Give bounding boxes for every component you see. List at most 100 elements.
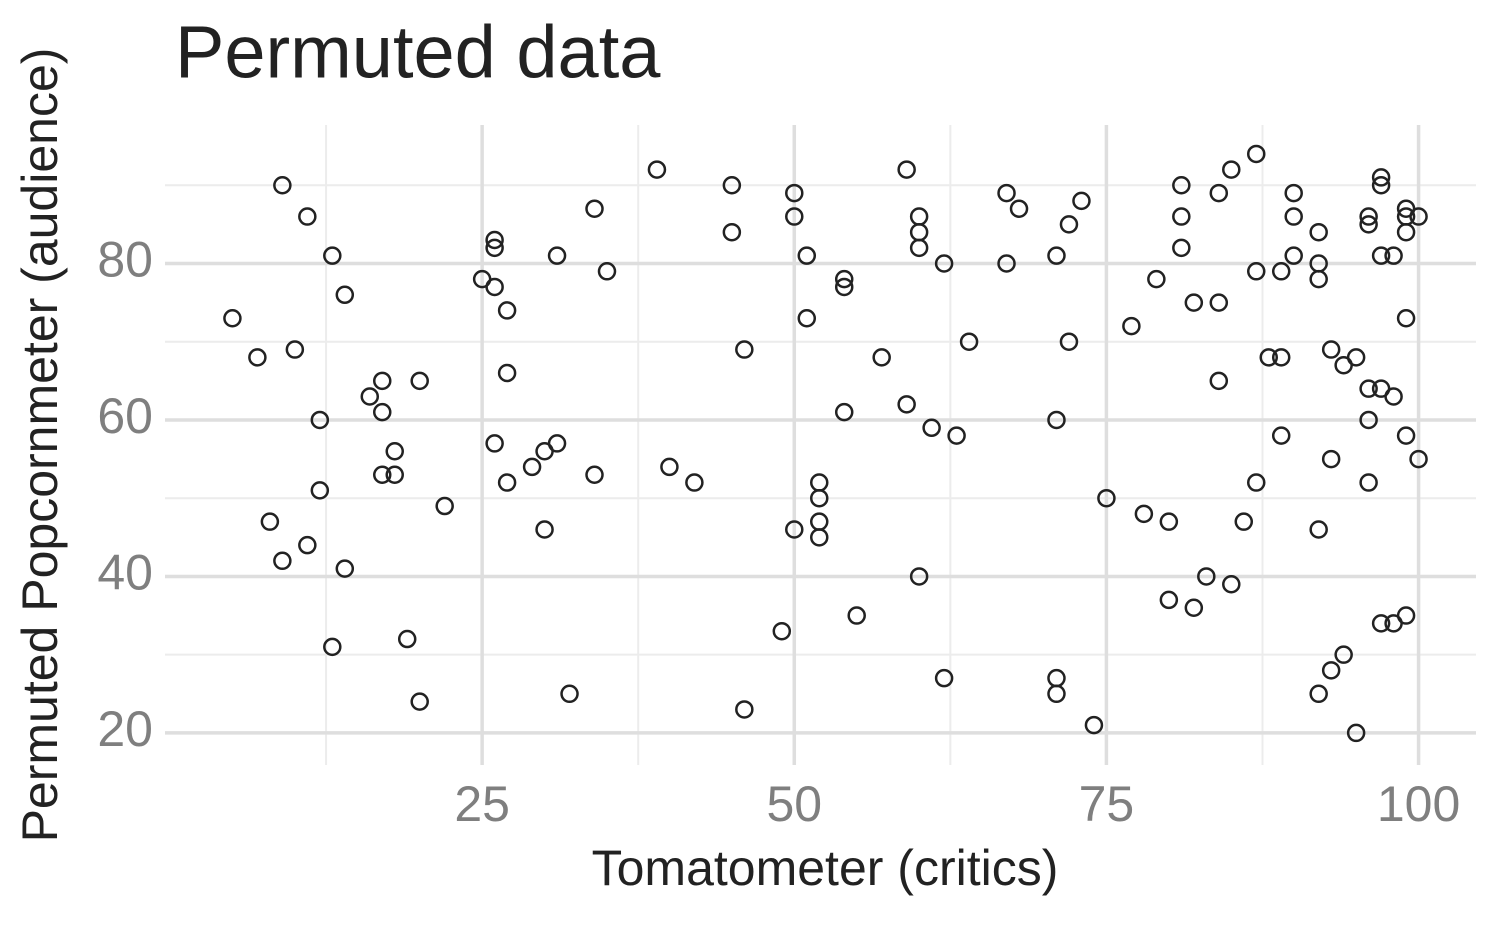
point xyxy=(1259,348,1278,367)
point xyxy=(785,520,804,539)
point xyxy=(497,473,517,492)
y-tick-label: 40 xyxy=(97,545,153,601)
point xyxy=(1409,207,1428,226)
point xyxy=(785,207,804,226)
point xyxy=(1197,567,1216,586)
point xyxy=(1047,410,1066,430)
point xyxy=(248,348,267,367)
point xyxy=(1284,207,1303,226)
point xyxy=(1359,215,1378,234)
point xyxy=(1309,684,1328,704)
point xyxy=(1122,316,1141,336)
point xyxy=(1271,262,1291,281)
point xyxy=(273,175,292,195)
point xyxy=(497,301,517,320)
point xyxy=(522,457,542,477)
point xyxy=(1072,191,1091,211)
point xyxy=(547,246,567,265)
point xyxy=(909,567,929,586)
point xyxy=(834,269,854,289)
point xyxy=(385,465,404,484)
point xyxy=(772,621,792,641)
point xyxy=(997,254,1016,273)
point xyxy=(922,418,941,438)
point xyxy=(1309,520,1328,539)
point xyxy=(1172,207,1191,226)
point xyxy=(410,371,429,391)
point xyxy=(810,512,829,531)
point xyxy=(310,481,330,500)
point xyxy=(535,520,554,539)
point xyxy=(909,238,929,258)
point xyxy=(1346,348,1366,367)
point xyxy=(1371,246,1391,265)
point xyxy=(1371,168,1391,187)
point xyxy=(273,551,292,571)
point xyxy=(1271,426,1291,445)
point xyxy=(485,238,504,258)
point xyxy=(497,363,517,383)
point xyxy=(722,175,742,195)
point xyxy=(1047,246,1066,265)
point xyxy=(1359,379,1378,398)
point xyxy=(1084,715,1104,735)
point xyxy=(1271,348,1291,367)
point xyxy=(410,692,429,711)
point xyxy=(485,277,504,297)
point xyxy=(722,222,742,242)
y-tick-label: 60 xyxy=(97,388,153,444)
grid xyxy=(165,125,1476,765)
point xyxy=(373,402,392,422)
point xyxy=(1384,246,1403,265)
point xyxy=(797,309,817,328)
point xyxy=(1247,144,1266,164)
point xyxy=(1172,175,1191,195)
point xyxy=(1321,449,1341,469)
point xyxy=(1384,387,1403,406)
chart-title: Permuted data xyxy=(175,11,661,94)
point xyxy=(597,262,617,281)
point xyxy=(310,410,330,430)
point xyxy=(285,340,305,359)
point xyxy=(1047,684,1066,704)
x-tick-label: 50 xyxy=(766,776,822,832)
point xyxy=(934,254,954,273)
point xyxy=(1209,183,1229,203)
point xyxy=(1321,661,1341,680)
point xyxy=(934,668,954,688)
point xyxy=(997,183,1016,203)
point xyxy=(1309,269,1328,289)
point xyxy=(872,348,891,367)
point xyxy=(1396,606,1416,625)
point xyxy=(323,637,342,657)
point xyxy=(1047,668,1066,688)
point xyxy=(298,207,317,226)
point xyxy=(1334,645,1353,664)
point xyxy=(1147,269,1166,289)
point xyxy=(485,434,504,453)
point xyxy=(1222,575,1241,594)
point xyxy=(335,559,355,578)
point xyxy=(1209,371,1229,391)
point xyxy=(685,473,704,492)
point xyxy=(1396,309,1416,328)
point xyxy=(1371,614,1391,633)
point xyxy=(223,309,242,328)
point xyxy=(547,434,567,453)
point xyxy=(1209,293,1229,312)
point xyxy=(335,285,355,305)
point xyxy=(1359,410,1378,430)
point xyxy=(1359,207,1378,226)
point xyxy=(647,160,667,179)
point xyxy=(323,246,342,265)
point xyxy=(1172,238,1191,258)
point xyxy=(298,535,317,555)
point xyxy=(385,442,404,461)
point xyxy=(1134,504,1154,524)
point xyxy=(1346,723,1366,743)
point xyxy=(435,496,454,516)
point xyxy=(1371,175,1391,195)
point xyxy=(847,606,866,625)
point xyxy=(660,457,679,477)
point xyxy=(1396,222,1416,242)
